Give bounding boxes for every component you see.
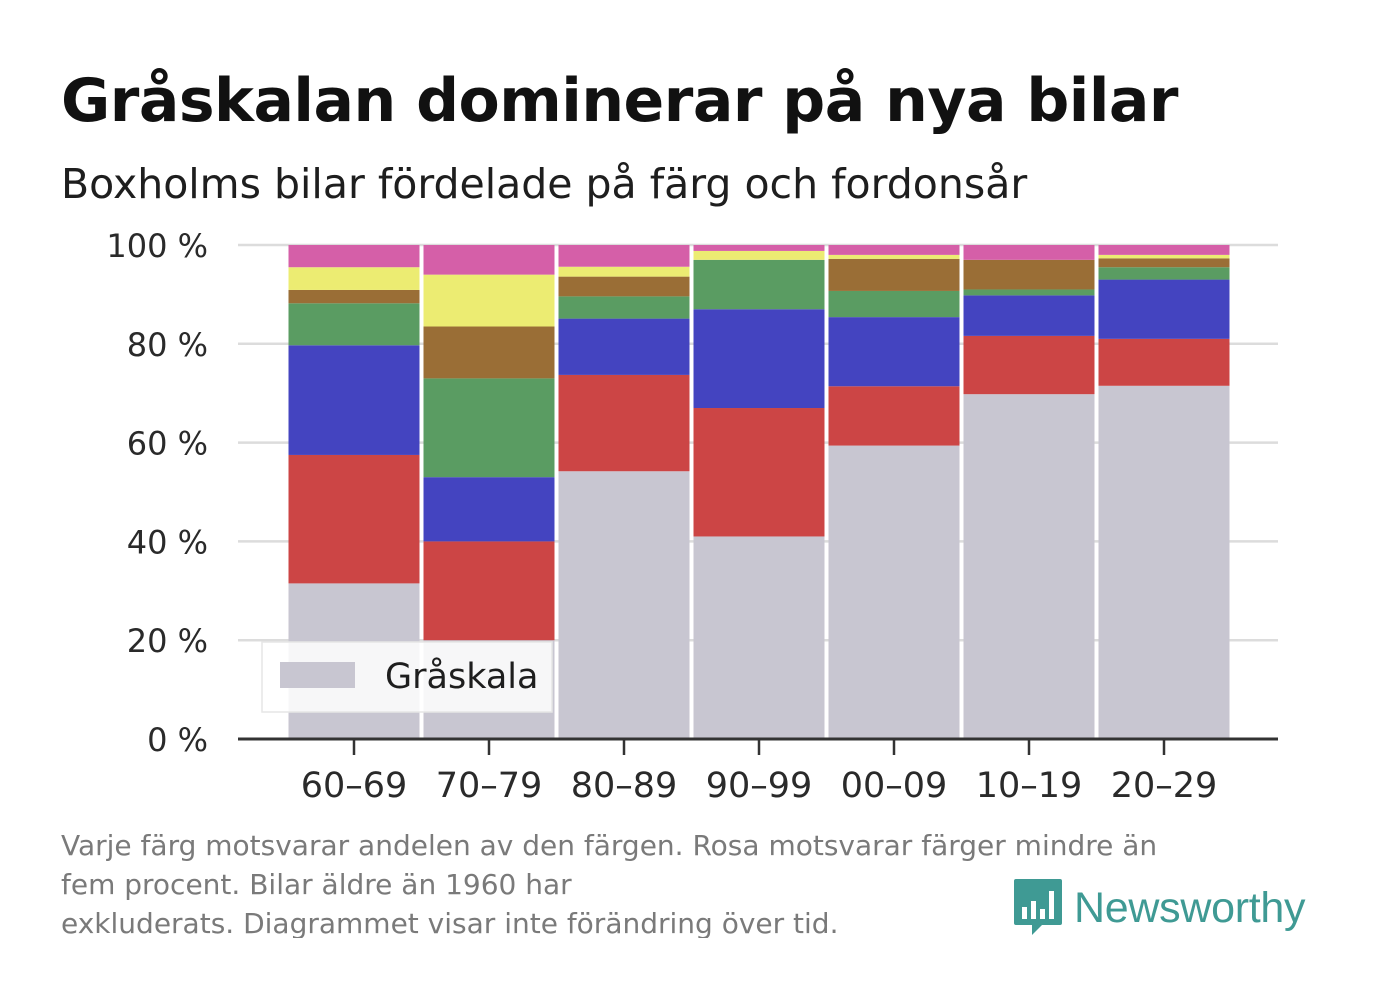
x-tick-label: 20–29	[1111, 766, 1218, 806]
footnote: Varje färg motsvarar andelen av den färg…	[61, 826, 1301, 938]
bar-segment	[693, 536, 825, 739]
x-tick-label: 00–09	[841, 766, 948, 806]
footnote-line-1: Varje färg motsvarar andelen av den färg…	[61, 829, 1158, 862]
y-tick-label: 80 %	[127, 326, 208, 364]
x-tick-label: 80–89	[571, 766, 678, 806]
bar-segment	[963, 335, 1095, 395]
y-tick-label: 40 %	[127, 523, 208, 561]
bar-segment	[693, 309, 825, 409]
bar-segment	[1098, 254, 1230, 259]
bar-segment	[1098, 267, 1230, 280]
bar-segment	[558, 276, 690, 297]
bar-segment	[423, 245, 555, 275]
bar-segment	[558, 374, 690, 472]
bar-segment	[693, 250, 825, 260]
brand-logo: Newsworthy	[1012, 877, 1305, 939]
bar-segment	[828, 445, 960, 739]
chart-subtitle: Boxholms bilar fördelade på färg och for…	[61, 160, 1028, 208]
bar-segment	[288, 454, 420, 584]
bar-segment	[423, 274, 555, 327]
bar-chart-bubble-icon	[1014, 879, 1062, 935]
bar-segment	[828, 290, 960, 318]
x-tick-label: 60–69	[301, 766, 408, 806]
bar-segment	[558, 318, 690, 375]
bar-segment	[693, 259, 825, 310]
bar-segment	[693, 245, 825, 251]
y-tick-label: 0 %	[147, 721, 208, 759]
bar-segment	[423, 378, 555, 478]
bar-segment	[288, 245, 420, 268]
bar-segment	[288, 289, 420, 304]
bar-segment	[423, 541, 555, 641]
x-axis: 60–69 70–79 80–89 90–99 00–09 10–19 20–29	[238, 737, 1278, 806]
bar-segment	[1098, 279, 1230, 339]
y-tick-label: 20 %	[127, 622, 208, 660]
bar-segment	[693, 408, 825, 537]
bar-segment	[558, 245, 690, 267]
bar-segment	[1098, 338, 1230, 386]
y-tick-labels: 0 % 20 % 40 % 60 % 80 % 100 %	[106, 227, 208, 759]
footnote-line-2: fem procent. Bilar äldre än 1960 har	[61, 868, 572, 901]
footnote-line-3: exkluderats. Diagrammet visar inte förän…	[61, 907, 839, 938]
bar-segment	[288, 345, 420, 455]
bar-segment	[558, 296, 690, 319]
bar-segment	[1098, 385, 1230, 739]
bar-segment	[558, 471, 690, 739]
bar-segment	[288, 303, 420, 346]
y-tick-label: 100 %	[106, 227, 208, 265]
bar-segment	[558, 266, 690, 277]
bar-segment	[828, 254, 960, 259]
bar-segment	[828, 245, 960, 255]
y-tick-label: 60 %	[127, 425, 208, 463]
bar-segment	[423, 326, 555, 379]
chart-title: Gråskalan dominerar på nya bilar	[61, 66, 1179, 136]
x-tick-label: 90–99	[706, 766, 813, 806]
x-tick-label: 70–79	[436, 766, 543, 806]
x-tick-label: 10–19	[976, 766, 1083, 806]
legend: Gråskala	[261, 641, 553, 713]
legend-label: Gråskala	[385, 656, 538, 697]
bar-segment	[288, 267, 420, 290]
bar-segment	[1098, 245, 1230, 255]
bar-segment	[423, 477, 555, 542]
bar-segment	[963, 394, 1095, 739]
bar-segment	[828, 258, 960, 291]
bar-segment	[963, 289, 1095, 296]
bar-segment	[1098, 258, 1230, 268]
bar-segment	[963, 259, 1095, 290]
bar-segment	[828, 386, 960, 446]
bar-segment	[963, 295, 1095, 336]
bar-segment	[828, 317, 960, 387]
bar-segment	[963, 245, 1095, 260]
legend-swatch	[280, 662, 355, 688]
brand-name: Newsworthy	[1074, 883, 1306, 932]
